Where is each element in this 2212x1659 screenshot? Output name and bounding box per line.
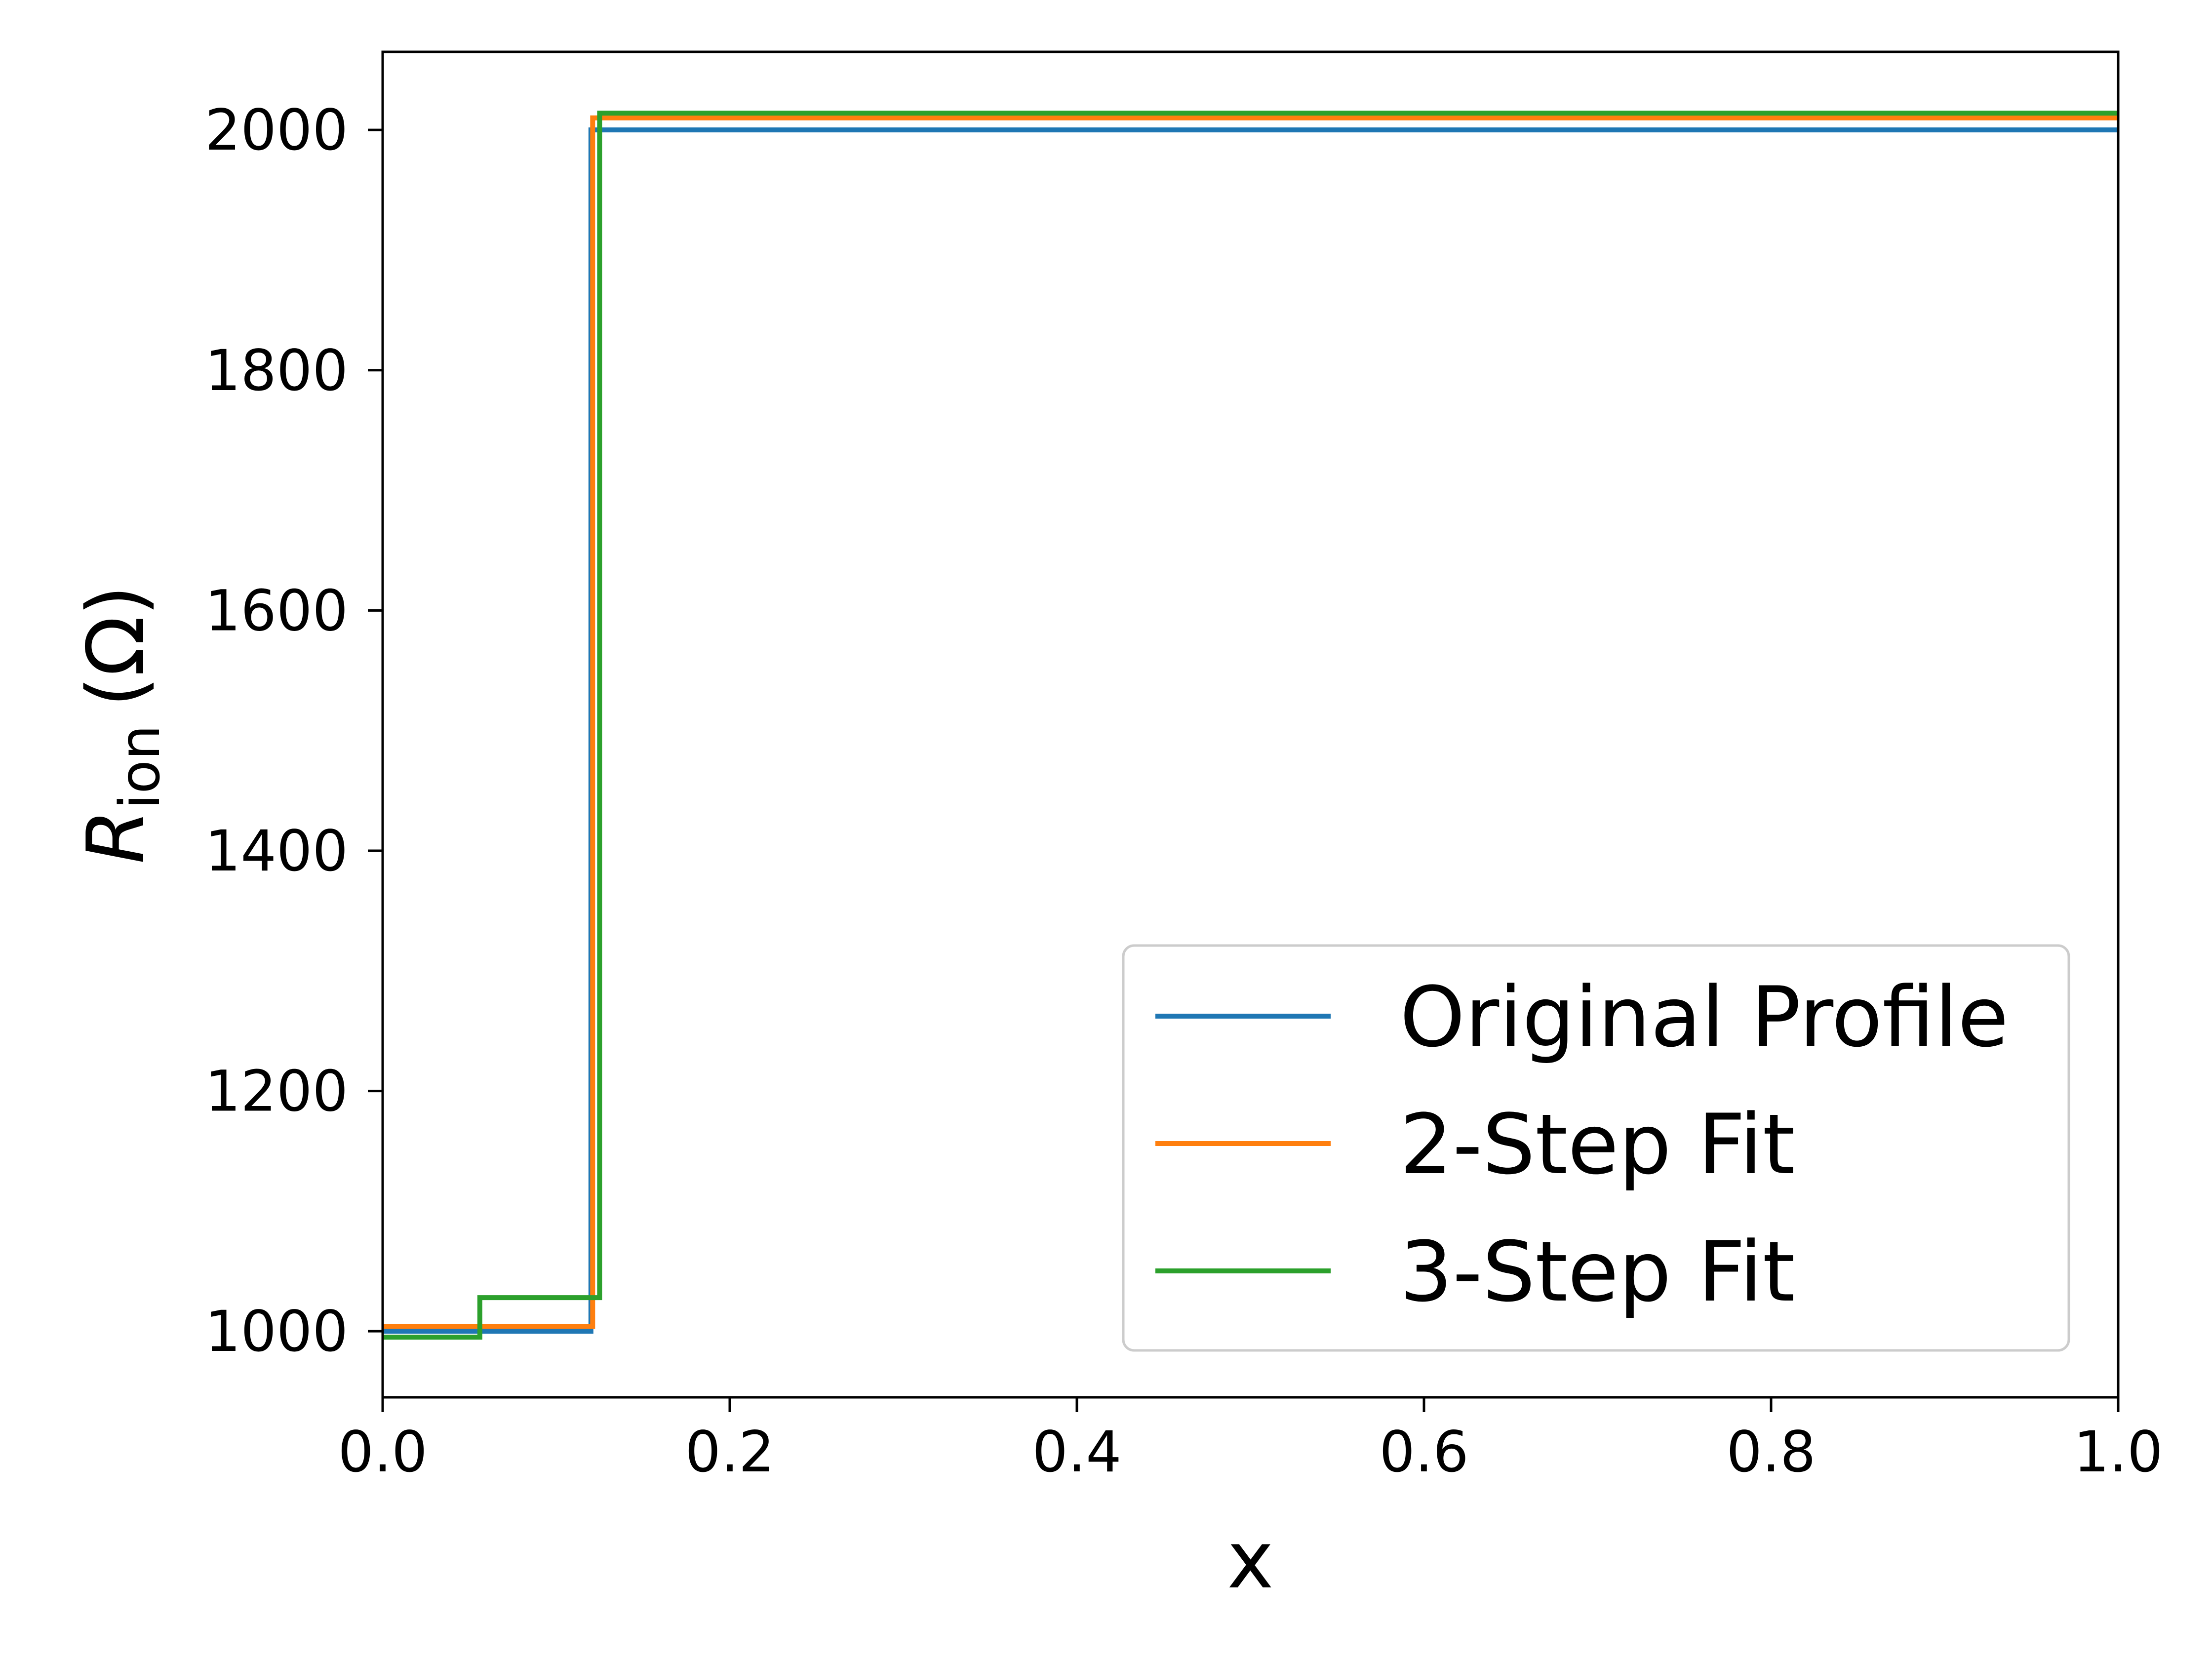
- legend: Original Profile 2-Step Fit 3-Step Fit: [1122, 944, 2070, 1352]
- y-tick-label: 1600: [205, 578, 348, 643]
- y-tick-label: 2000: [205, 97, 348, 163]
- legend-label-1: Original Profile: [1400, 969, 2009, 1066]
- plot-lines: [383, 111, 2118, 1340]
- y-axis-label-unit: (Ω): [70, 585, 162, 707]
- legend-label-3: 3-Step Fit: [1400, 1224, 1795, 1320]
- legend-box: [1122, 944, 2070, 1352]
- x-tick-label: 1.0: [2073, 1419, 2163, 1485]
- y-axis-label: Rion (Ω): [70, 585, 172, 864]
- y-tick-label: 1000: [205, 1299, 348, 1364]
- y-axis-label-main: R: [70, 809, 162, 864]
- x-tick-label: 0.4: [1032, 1419, 1121, 1485]
- plot-frame: [381, 50, 2120, 1399]
- series-line-3: [383, 111, 2118, 1340]
- x-tick-label: 0.8: [1726, 1419, 1816, 1485]
- y-tick-label: 1200: [205, 1059, 348, 1124]
- legend-label-2: 2-Step Fit: [1400, 1096, 1795, 1193]
- y-tick-label: 1800: [205, 338, 348, 403]
- x-axis-label: x: [1227, 1514, 1274, 1606]
- y-tick-label: 1400: [205, 818, 348, 884]
- x-tick-label: 0.2: [685, 1419, 774, 1485]
- y-axis-label-sub: ion: [108, 725, 172, 809]
- y-axis-ticks: 1000 1200 1400 1600 1800 2000: [205, 97, 383, 1364]
- x-tick-label: 0.6: [1379, 1419, 1468, 1485]
- x-tick-label: 0.0: [338, 1419, 427, 1485]
- series-line-2: [383, 115, 2118, 1329]
- x-axis-ticks: 0.0 0.2 0.4 0.6 0.8 1.0: [338, 1397, 2163, 1485]
